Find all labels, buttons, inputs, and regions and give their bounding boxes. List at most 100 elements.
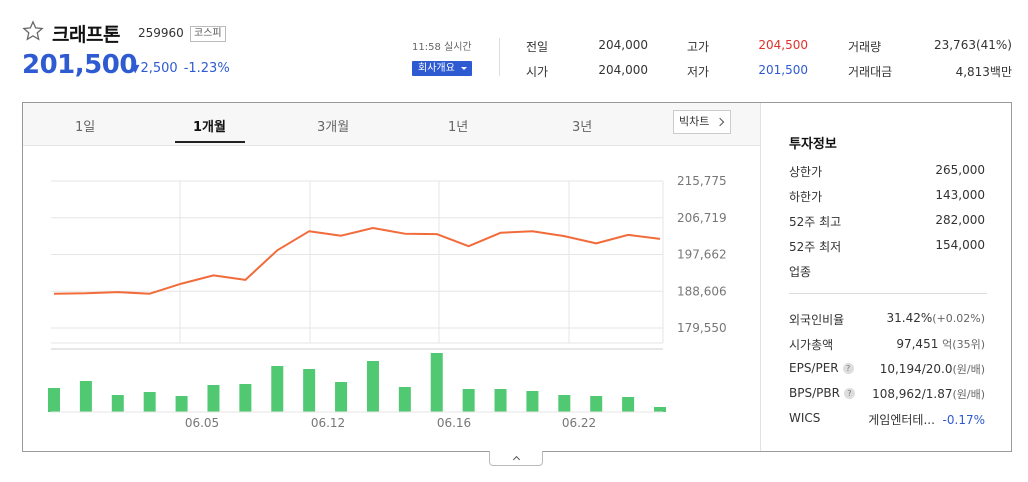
sector-label: 업종 [789,265,812,279]
52w-low-label: 52주 최저 [789,240,842,254]
tab-1month[interactable]: 1개월 [193,120,226,135]
bps-pbr-number: 108,962/1.87 [872,387,953,401]
tab-1year[interactable]: 1년 [448,120,469,135]
star-icon[interactable] [22,20,44,42]
chart-panel: 1일 1개월 3개월 1년 3년 빅차트 215,775 206,719 197,6… [22,102,1012,452]
foreign-ratio-label: 외국인비율 [789,313,845,327]
open-label: 시가 [526,65,549,79]
volume-bar [111,395,124,412]
company-overview-button[interactable]: 회사개요 [412,61,472,76]
tab-1day[interactable]: 1일 [75,120,96,135]
stock-name: 크래프톤 [52,24,120,46]
wics-value: 게임엔터테... -0.17% [868,411,985,428]
price-chart: 215,775 206,719 197,662 188,606 179,550 06.05… [48,174,727,430]
amount-value: 4,813백만 [955,65,1012,79]
volume-bar [526,391,539,412]
volume-bar [366,361,379,412]
volume-bar [48,388,60,412]
volume-bar [303,369,316,412]
low-value: 201,500 [758,63,808,77]
divider [760,103,761,451]
tab-3month[interactable]: 3개월 [317,120,350,135]
divider [499,38,500,76]
caret-down-icon [461,67,467,70]
y-tick-label: 215,775 [677,174,727,188]
open-value: 204,000 [598,63,648,77]
volume-bar [207,385,220,412]
volume-bar [590,396,603,412]
upper-limit-value: 265,000 [935,163,985,177]
change-pct: -1.23% [183,61,230,76]
invest-title: 투자정보 [789,137,837,152]
realtime-label: 11:58 실시간 [412,42,472,53]
help-icon[interactable]: ? [842,363,854,374]
volume-label: 거래량 [848,40,882,54]
chevron-up-icon [512,455,521,464]
lower-limit-label: 하한가 [789,190,823,204]
company-overview-label: 회사개요 [418,63,455,74]
market-badge: 코스피 [190,26,226,42]
bps-pbr-text: BPS/PBR [789,386,840,400]
52w-high-value: 282,000 [935,213,985,227]
eps-per-number: 10,194/20.0 [879,362,953,376]
volume-bar [239,384,252,412]
down-arrow-icon: ▼ [131,62,140,75]
bigchart-button[interactable]: 빅차트 [673,110,731,134]
market-cap-value: 97,451 억(35위) [896,336,985,352]
active-tab-underline [175,141,245,143]
foreign-ratio-change: (+0.02%) [932,312,985,325]
foreign-ratio-number: 31.42% [886,311,933,325]
volume-bar [175,396,188,412]
wics-label: WICS [789,411,821,425]
x-tick-label: 06.22 [562,416,596,430]
52w-low-value: 154,000 [935,238,985,252]
chevron-right-icon [715,117,725,127]
x-tick-label: 06.05 [185,416,219,430]
eps-per-label: EPS/PER? [789,361,854,375]
volume-bar [335,382,348,412]
price-line [53,227,661,295]
market-cap-number: 97,451 [896,337,939,351]
wics-change: -0.17% [942,413,985,427]
eps-per-unit: (원/배) [952,363,985,376]
lower-limit-value: 143,000 [935,188,985,202]
bps-pbr-label: BPS/PBR? [789,386,855,400]
bps-pbr-value: 108,962/1.87(원/배) [872,386,985,402]
y-tick-label: 206,719 [677,211,727,225]
52w-high-label: 52주 최고 [789,215,842,229]
volume-value: 23,763(41%) [933,38,1012,52]
stock-code: 259960 [138,26,184,40]
collapse-toggle[interactable] [489,451,543,466]
volume-bar [622,397,635,412]
volume-bar [494,389,507,412]
volume-bar [462,389,475,412]
x-tick-label: 06.12 [311,416,345,430]
invest-info-panel: 투자정보 상한가 265,000 하한가 143,000 52주 최고 282,… [761,103,1011,451]
low-label: 저가 [687,65,710,79]
prev-value: 204,000 [598,38,648,52]
market-cap-label: 시가총액 [789,338,834,352]
y-tick-label: 188,606 [677,284,727,298]
upper-limit-label: 상한가 [789,165,823,179]
y-tick-label: 179,550 [677,321,727,335]
amount-label: 거래대금 [848,65,893,79]
period-tabs: 1일 1개월 3개월 1년 3년 빅차트 [23,103,761,146]
volume-bar [271,366,284,412]
foreign-ratio-value: 31.42%(+0.02%) [886,311,985,325]
volume-bar [430,353,443,412]
eps-per-value: 10,194/20.0(원/배) [880,361,985,377]
volume-bar [398,387,411,412]
volume-bar [654,407,666,412]
wics-sector-link[interactable]: 게임엔터테... [868,413,935,427]
y-tick-label: 197,662 [677,248,727,262]
change-abs: 2,500 [140,61,178,76]
volume-bar [143,392,156,412]
divider [789,293,987,294]
volume-bar [558,395,571,412]
help-icon[interactable]: ? [843,388,855,399]
market-cap-rank: 억(35위) [942,338,985,351]
eps-per-text: EPS/PER [789,361,839,375]
x-tick-label: 06.16 [437,416,471,430]
tab-3year[interactable]: 3년 [572,120,593,135]
bps-pbr-unit: (원/배) [952,388,985,401]
